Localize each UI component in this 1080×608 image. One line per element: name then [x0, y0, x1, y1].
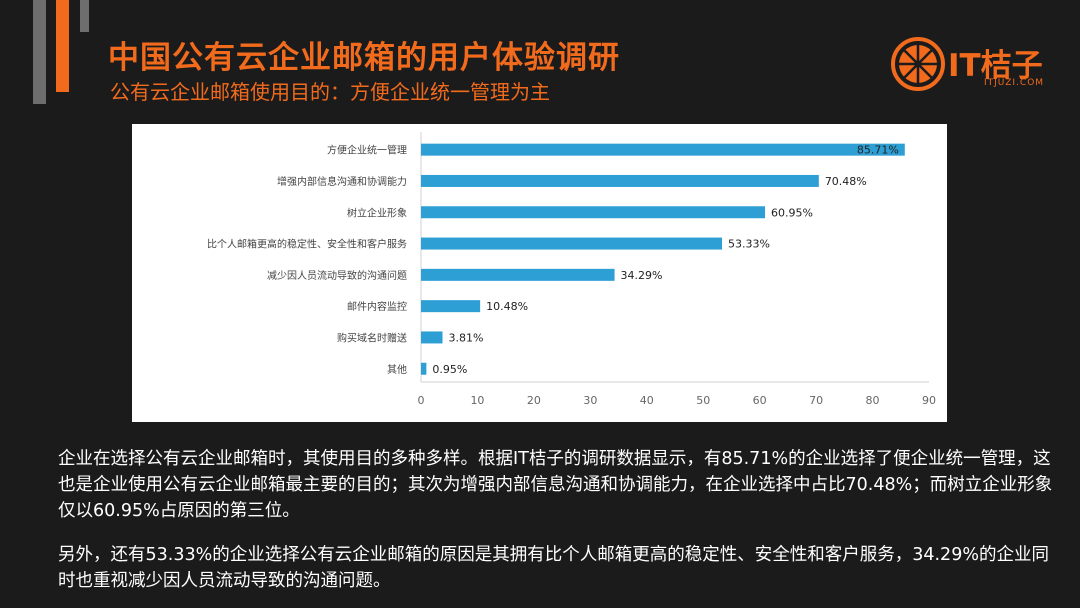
- bar-value-label: 10.48%: [486, 300, 528, 313]
- x-tick-label: 30: [583, 394, 597, 407]
- category-label: 邮件内容监控: [347, 300, 407, 313]
- decorative-stripe-grey: [33, 0, 46, 104]
- x-tick-label: 20: [527, 394, 541, 407]
- purpose-bar-chart: 方便企业统一管理 85.71% 增强内部信息沟通和协调能力 70.48% 树立企业形象 6…: [207, 132, 936, 407]
- decorative-stripe-orange: [56, 0, 69, 92]
- category-label: 比个人邮箱更高的稳定性、安全性和客户服务: [207, 238, 407, 251]
- bar-value-label: 53.33%: [728, 238, 770, 251]
- bar: [421, 300, 481, 313]
- x-tick-label: 10: [470, 394, 484, 407]
- bar-value-label: 3.81%: [449, 331, 484, 344]
- x-tick-label: 0: [418, 394, 425, 407]
- body-paragraph-1: 企业在选择公有云企业邮箱时，其使用目的多种多样。根据IT桔子的调研数据显示，有8…: [58, 449, 1053, 521]
- bar-value-label: 85.71%: [857, 144, 899, 157]
- category-label: 其他: [387, 363, 407, 376]
- category-label: 树立企业形象: [347, 206, 407, 219]
- category-label: 增强内部信息沟通和协调能力: [277, 175, 407, 188]
- bar: [421, 268, 615, 281]
- page-title: 中国公有云企业邮箱的用户体验调研: [108, 40, 620, 76]
- bar-value-label: 34.29%: [621, 269, 663, 282]
- x-tick-label: 40: [640, 394, 654, 407]
- x-tick-label: 90: [922, 394, 936, 407]
- logo-text: IT桔子: [948, 48, 1043, 84]
- itjuzi-logo: IT桔子 ITJUZI.COM: [890, 36, 1060, 96]
- bar: [421, 362, 427, 375]
- category-label: 购买域名时赠送: [337, 331, 407, 344]
- decorative-stripe-grey-short: [80, 0, 89, 32]
- bar: [421, 331, 443, 344]
- category-label: 减少因人员流动导致的沟通问题: [267, 269, 407, 282]
- bar: [421, 174, 819, 187]
- bar-value-label: 70.48%: [825, 175, 867, 188]
- x-tick-label: 80: [866, 394, 880, 407]
- body-paragraph-2: 另外，还有53.33%的企业选择公有云企业邮箱的原因是其拥有比个人邮箱更高的稳定…: [58, 545, 1049, 591]
- x-tick-label: 60: [753, 394, 767, 407]
- bar-value-label: 0.95%: [432, 363, 467, 376]
- x-tick-label: 70: [809, 394, 823, 407]
- logo-url: ITJUZI.COM: [984, 78, 1045, 88]
- chart-panel: 方便企业统一管理 85.71% 增强内部信息沟通和协调能力 70.48% 树立企业形象 6…: [132, 124, 947, 422]
- orange-slice-icon: [891, 37, 945, 91]
- bar: [421, 237, 723, 250]
- bar: [421, 143, 905, 156]
- x-tick-label: 50: [696, 394, 710, 407]
- category-label: 方便企业统一管理: [327, 144, 407, 157]
- bar-value-label: 60.95%: [771, 206, 813, 219]
- page-subtitle: 公有云企业邮箱使用目的：方便企业统一管理为主: [110, 80, 550, 104]
- bar: [421, 206, 766, 219]
